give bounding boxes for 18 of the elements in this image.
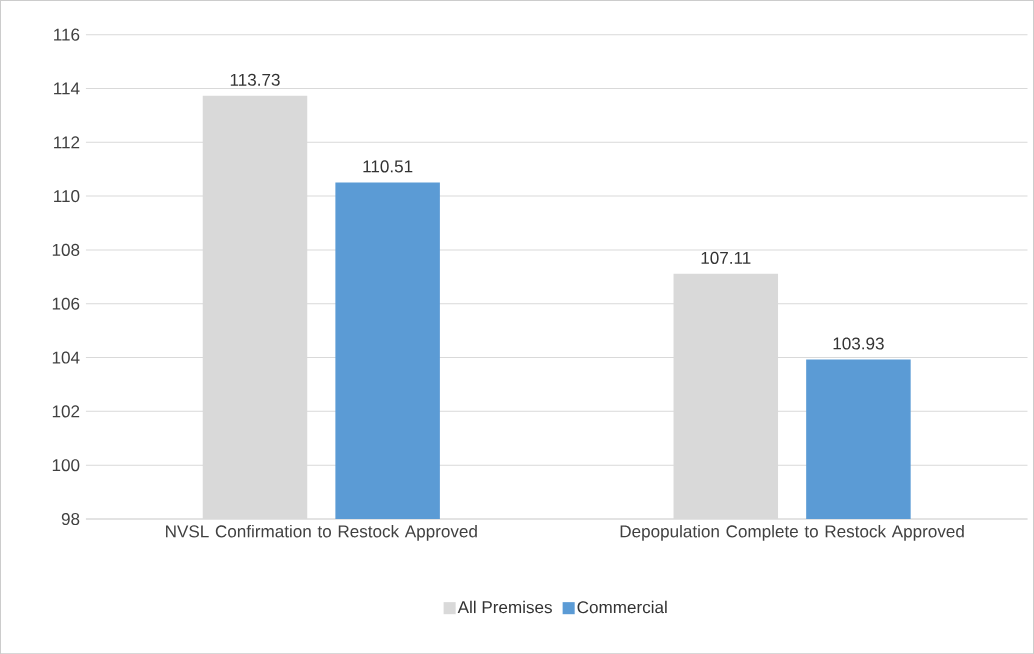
y-tick-label: 108 bbox=[52, 243, 80, 256]
data-label: 110.51 bbox=[363, 160, 413, 173]
x-tick-label: NVSL Confirmation to Restock Approved bbox=[166, 524, 477, 541]
y-tick-label: 110 bbox=[54, 189, 80, 203]
y-tick-label: 104 bbox=[52, 351, 80, 364]
data-label: 103.93 bbox=[833, 337, 884, 350]
y-tick-label: 98 bbox=[61, 512, 80, 525]
y-tick-label: 116 bbox=[54, 28, 80, 41]
y-tick-label: 106 bbox=[52, 297, 80, 310]
data-label: 113.73 bbox=[230, 73, 280, 86]
y-tick-label: 100 bbox=[52, 459, 80, 472]
y-tick-label: 114 bbox=[54, 82, 80, 95]
y-tick-label: 102 bbox=[52, 405, 80, 418]
legend-label: Commercial bbox=[577, 600, 667, 614]
data-label: 107.11 bbox=[701, 251, 751, 264]
x-tick-label: Depopulation Complete to Restock Approved bbox=[620, 524, 964, 541]
y-tick-label: 112 bbox=[54, 136, 80, 149]
legend-label: All Premises bbox=[457, 600, 552, 614]
